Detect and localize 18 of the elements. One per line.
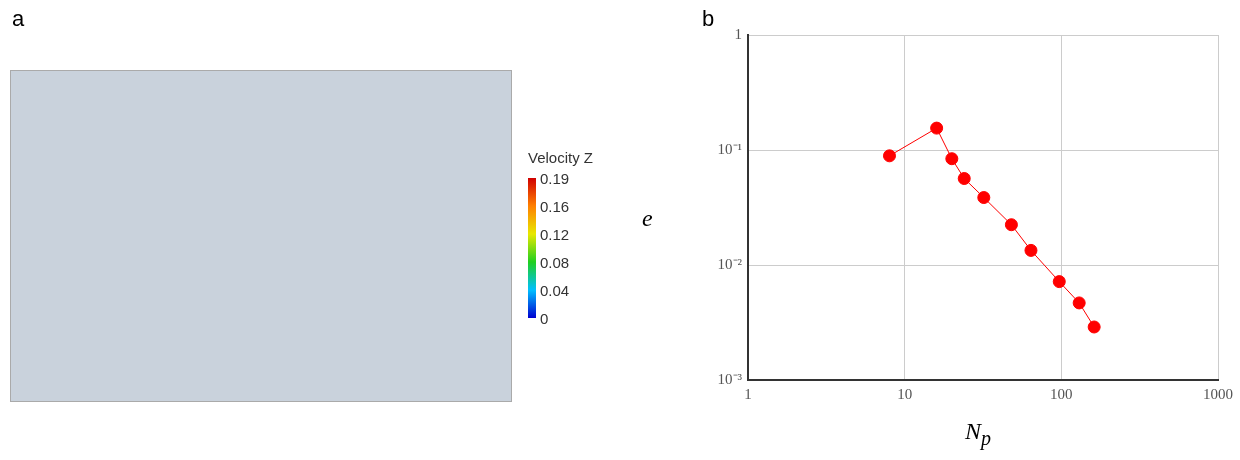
text: a xyxy=(12,6,25,32)
x-tick-label: 1000 xyxy=(1203,385,1233,402)
x-tick-label: 100 xyxy=(1050,385,1073,402)
text: Velocity Z xyxy=(528,149,594,166)
chart-title: b xyxy=(702,6,715,32)
text: 0.08 xyxy=(540,254,570,271)
text: 0.12 xyxy=(540,226,570,243)
x-tick-label: 10 xyxy=(897,385,913,402)
y-tick-label: 1 xyxy=(734,25,742,42)
y-axis-title: e xyxy=(642,205,653,232)
y-tick-label: 10⁻² xyxy=(717,255,743,272)
y-tick-label: 10⁻¹ xyxy=(717,140,742,157)
text: 0.19 xyxy=(540,170,570,187)
text: 0.04 xyxy=(540,282,570,299)
y-tick-label: 10⁻³ xyxy=(717,370,743,387)
x-axis-title: N$_{p}$ xyxy=(965,418,992,450)
text: 0.16 xyxy=(540,198,570,215)
text: 0 xyxy=(540,310,549,327)
